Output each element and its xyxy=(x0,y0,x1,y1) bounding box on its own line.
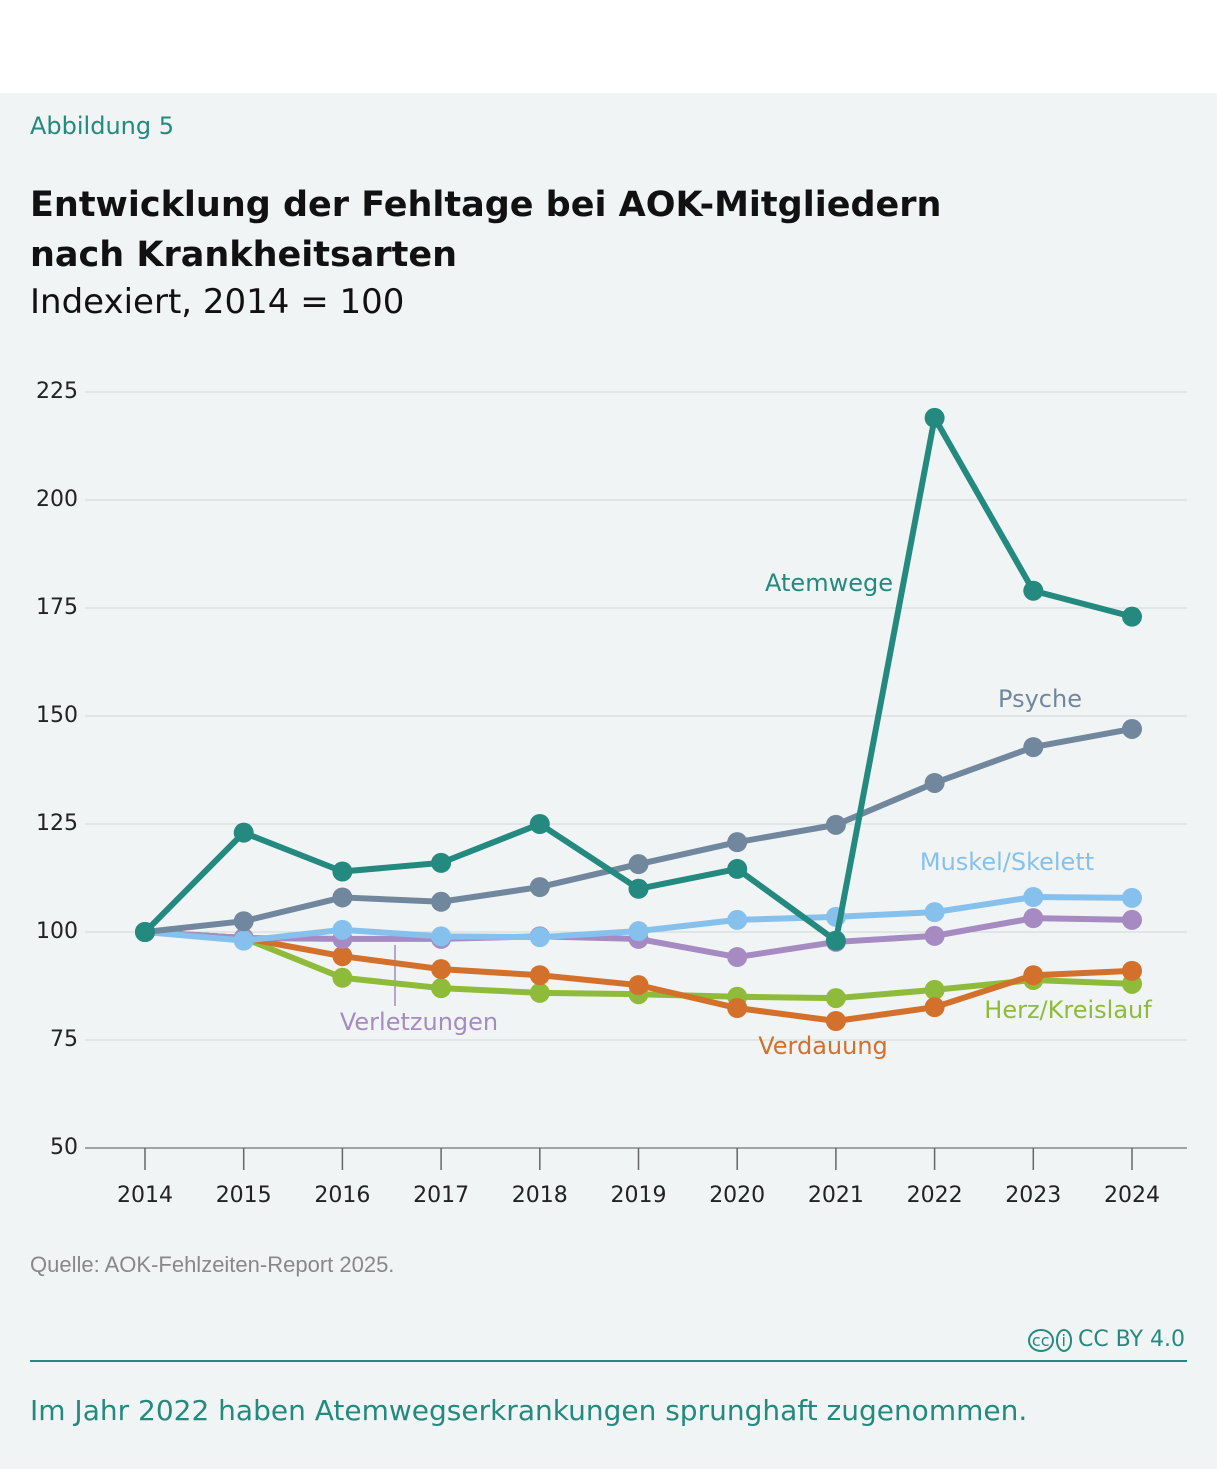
point xyxy=(727,947,748,968)
point xyxy=(233,822,254,843)
x-tick-label: 2015 xyxy=(216,1183,272,1208)
point xyxy=(727,909,748,930)
source: Quelle: AOK-Fehlzeiten-Report 2025. xyxy=(30,1252,395,1277)
panel xyxy=(0,93,1217,1469)
point xyxy=(1122,718,1142,739)
point xyxy=(924,407,945,428)
point xyxy=(628,854,649,875)
point xyxy=(332,946,353,967)
point xyxy=(825,1010,846,1031)
license-text: CC BY 4.0 xyxy=(1077,1327,1185,1352)
y-tick-label: 50 xyxy=(50,1135,78,1160)
point xyxy=(1023,908,1044,929)
point xyxy=(628,975,649,996)
series-label: Psyche xyxy=(998,685,1082,713)
point xyxy=(1122,909,1142,930)
series-label: Herz/Kreislauf xyxy=(984,996,1152,1024)
y-tick-label: 150 xyxy=(36,703,78,728)
license: cc i CC BY 4.0 xyxy=(1027,1327,1185,1352)
point xyxy=(924,772,945,793)
series-label: Verletzungen xyxy=(340,1008,498,1036)
x-tick-label: 2020 xyxy=(709,1183,765,1208)
x-tick-label: 2023 xyxy=(1005,1183,1061,1208)
series-label: Verdauung xyxy=(758,1032,888,1060)
point xyxy=(529,814,550,834)
x-tick-label: 2022 xyxy=(907,1183,963,1208)
point xyxy=(1023,737,1044,758)
y-tick-label: 75 xyxy=(50,1027,78,1052)
point xyxy=(233,930,254,951)
point xyxy=(431,926,452,947)
point xyxy=(727,832,748,853)
point xyxy=(332,887,353,908)
point xyxy=(332,861,353,882)
cc-icon: cc xyxy=(1027,1329,1054,1352)
y-tick-label: 200 xyxy=(36,487,78,512)
point xyxy=(233,911,254,932)
point xyxy=(628,921,649,942)
point xyxy=(1122,606,1142,627)
point xyxy=(825,930,846,951)
point xyxy=(1023,887,1044,908)
point xyxy=(135,922,155,942)
y-tick-label: 175 xyxy=(36,595,78,620)
point xyxy=(727,858,748,879)
point xyxy=(1023,580,1044,601)
point xyxy=(924,925,945,946)
y-tick-label: 225 xyxy=(36,379,78,404)
point xyxy=(727,998,748,1019)
point xyxy=(1122,887,1142,908)
point xyxy=(529,877,550,898)
point xyxy=(825,814,846,835)
chart-title: Entwicklung der Fehltage bei AOK-Mitglie… xyxy=(30,185,942,275)
point xyxy=(825,988,846,1009)
divider xyxy=(30,1360,1187,1362)
point xyxy=(924,902,945,923)
chart-subtitle: Indexiert, 2014 = 100 xyxy=(30,282,405,322)
point xyxy=(628,878,649,899)
y-tick-label: 125 xyxy=(36,811,78,836)
point xyxy=(431,978,452,999)
series-label: Atemwege xyxy=(765,569,893,597)
x-tick-label: 2016 xyxy=(314,1183,370,1208)
x-tick-label: 2021 xyxy=(808,1183,864,1208)
point xyxy=(924,997,945,1018)
point xyxy=(924,979,945,1000)
x-tick-label: 2018 xyxy=(512,1183,568,1208)
by-icon: i xyxy=(1055,1329,1072,1352)
point xyxy=(431,852,452,873)
point xyxy=(431,891,452,912)
caption: Im Jahr 2022 haben Atemwegserkrankungen … xyxy=(30,1394,1028,1427)
point xyxy=(431,959,452,980)
point xyxy=(332,919,353,940)
point xyxy=(529,965,550,986)
series-label: Muskel/Skelett xyxy=(920,848,1094,876)
x-tick-label: 2019 xyxy=(611,1183,667,1208)
point xyxy=(332,967,353,988)
x-tick-label: 2024 xyxy=(1104,1183,1160,1208)
point xyxy=(529,982,550,1003)
x-tick-label: 2017 xyxy=(413,1183,469,1208)
x-tick-label: 2014 xyxy=(117,1183,173,1208)
point xyxy=(1122,960,1142,981)
figure-label: Abbildung 5 xyxy=(30,112,175,140)
point xyxy=(1023,965,1044,986)
y-tick-label: 100 xyxy=(36,919,78,944)
point xyxy=(529,927,550,948)
